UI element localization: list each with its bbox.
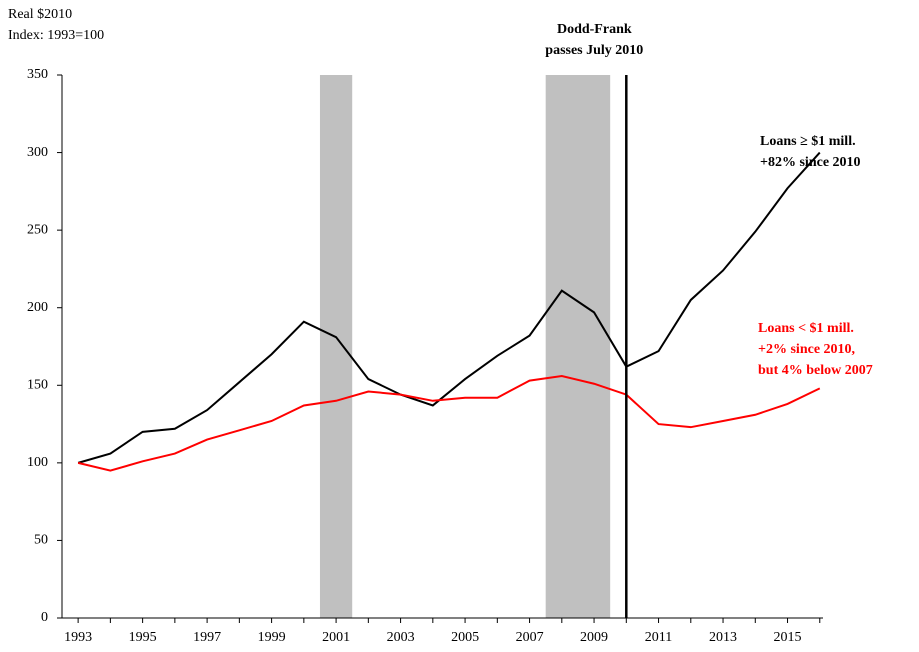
series-line [77,374,821,472]
x-tick-label: 2003 [387,630,415,645]
y-axis-label: Index: 1993=100 [8,28,104,43]
annotation: +2% since 2010, [758,342,855,357]
x-tick-label: 2001 [322,630,350,645]
y-tick-label: 300 [27,145,48,160]
y-tick-label: 50 [34,533,48,548]
x-tick-label: 1997 [193,630,221,645]
recession-band [319,75,353,618]
x-tick-label: 2009 [580,630,608,645]
y-tick-label: 200 [27,300,48,315]
x-tick-label: 2015 [774,630,802,645]
annotation: passes July 2010 [545,43,643,58]
y-tick-label: 350 [27,67,48,82]
annotation: but 4% below 2007 [758,363,873,378]
y-tick-label: 100 [27,455,48,470]
x-tick-label: 2005 [451,630,479,645]
y-tick-label: 150 [27,378,48,393]
recession-band [545,75,611,618]
x-tick-label: 2007 [516,630,544,645]
x-tick-label: 2011 [645,630,672,645]
annotation: Dodd-Frank [557,22,632,37]
y-tick-label: 0 [41,610,48,625]
y-tick-label: 250 [27,222,48,237]
x-tick-label: 1993 [64,630,92,645]
series-line [77,151,821,464]
annotation: +82% since 2010 [760,155,861,170]
annotation: Loans ≥ $1 mill. [760,134,856,149]
y-axis-label: Real $2010 [8,7,72,22]
annotation: Loans < $1 mill. [758,321,854,336]
x-tick-label: 2013 [709,630,737,645]
x-tick-label: 1999 [258,630,286,645]
x-tick-label: 1995 [129,630,157,645]
